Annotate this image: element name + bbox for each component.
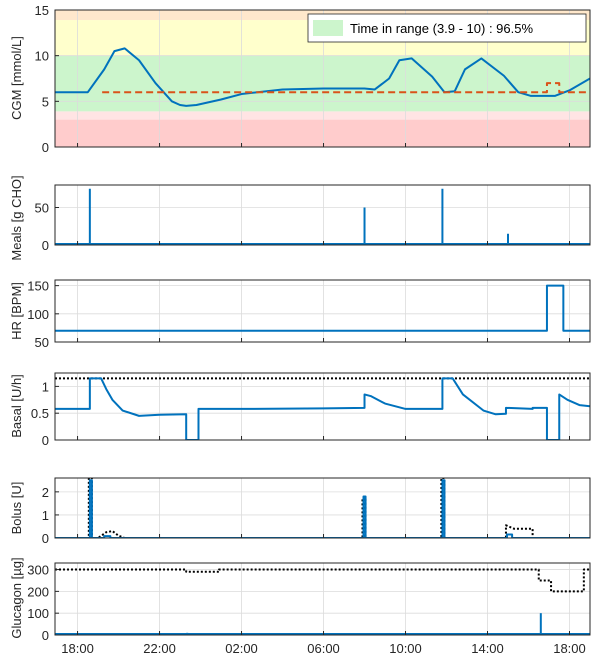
meals-panel: 0 50 Meals [g CHO] [9, 175, 591, 261]
cgm-axes-box [54, 9, 591, 148]
meals-y-label: Meals [g CHO] [9, 175, 24, 260]
x-tick-label-3: 06:00 [307, 641, 340, 656]
cgm-series-0-line [55, 47, 590, 107]
cgm-band-1 [55, 111, 590, 120]
hr-series-0-line [55, 284, 590, 332]
cgm-series [55, 47, 590, 107]
meals-y-tick-label-1: 50 [35, 201, 49, 216]
legend: Time in range (3.9 - 10) : 96.5% [307, 13, 587, 43]
hr-y-tick-label-1: 100 [27, 307, 49, 322]
basal-axes-box [54, 372, 591, 441]
bolus-y-ticks: 0 1 2 [42, 485, 59, 546]
hr-y-tick-label-0: 50 [35, 335, 49, 350]
cgm-y-tick-label-3: 15 [35, 3, 49, 18]
hr-y-label: HR [BPM] [9, 282, 24, 340]
bolus-y-tick-label-0: 0 [42, 531, 49, 546]
meals-y-tick-label-0: 0 [42, 238, 49, 253]
glucagon-panel: 0 100 200 300 18:00 22:00 02:00 06:00 10:00 14:0… [9, 557, 591, 656]
legend-swatch [313, 20, 343, 36]
cgm-y-tick-label-1: 5 [42, 94, 49, 109]
bolus-y-tick-label-2: 2 [42, 485, 49, 500]
glucagon-axes-box [54, 562, 591, 636]
x-tick-label-0: 18:00 [61, 641, 94, 656]
basal-y-tick-label-2: 1 [42, 379, 49, 394]
bolus-y-label: Bolus [U] [9, 482, 24, 535]
bolus-axes-box [54, 477, 591, 539]
hr-series [55, 284, 590, 332]
legend-box [307, 13, 587, 43]
cgm-band-0 [55, 119, 590, 147]
glucagon-series [55, 568, 590, 635]
bolus-series-1-line [55, 479, 590, 538]
cgm-y-ticks: 0 5 10 15 [35, 3, 59, 155]
glucagon-y-tick-label-1: 100 [27, 606, 49, 621]
glucagon-y-tick-label-3: 300 [27, 563, 49, 578]
bolus-x-ticks [77, 534, 571, 538]
hr-y-tick-label-2: 150 [27, 279, 49, 294]
glucagon-y-label: Glucagon [µg] [9, 557, 24, 638]
glucagon-y-tick-label-0: 0 [42, 628, 49, 643]
glucagon-y-tick-label-2: 200 [27, 584, 49, 599]
legend-entry-time-in-range: Time in range (3.9 - 10) : 96.5% [350, 21, 533, 36]
cgm-y-label: CGM [mmol/L] [9, 36, 24, 120]
basal-y-label: Basal [U/h] [9, 374, 24, 438]
hr-axes-box [54, 279, 591, 343]
cgm-y-tick-label-2: 10 [35, 49, 49, 64]
basal-y-tick-label-0: 0 [42, 433, 49, 448]
cgm-series-1-line [102, 82, 590, 94]
basal-series [55, 377, 590, 440]
glucagon-series-0-line [55, 568, 590, 593]
hr-y-ticks: 50 100 150 [27, 279, 59, 350]
meals-series [55, 188, 590, 245]
cgm-y-tick-label-0: 0 [42, 140, 49, 155]
x-tick-labels: 18:00 22:00 02:00 06:00 10:00 14:00 18:00 [61, 641, 586, 656]
basal-series-1-line [55, 377, 590, 440]
cgm-panel: 0 5 10 15 CGM [mmol/L] Time in range (3.9 -… [9, 3, 591, 155]
bolus-series [55, 478, 590, 538]
basal-x-ticks [77, 436, 571, 440]
cgm-x-ticks [77, 143, 571, 147]
meals-x-ticks [77, 241, 571, 245]
cgm-band-2 [55, 55, 590, 112]
basal-y-ticks: 00.51 [31, 379, 59, 448]
x-tick-label-6: 18:00 [553, 641, 586, 656]
x-tick-label-5: 14:00 [471, 641, 504, 656]
basal-panel: 00.51 Basal [U/h] [9, 372, 591, 448]
bolus-panel: 0 1 2 Bolus [U] [9, 477, 591, 546]
x-tick-label-1: 22:00 [143, 641, 176, 656]
hr-x-ticks [77, 338, 571, 342]
basal-y-tick-label-1: 0.5 [31, 406, 49, 421]
meals-y-ticks: 0 50 [35, 201, 59, 253]
meals-axes-box [54, 184, 591, 246]
glucagon-x-ticks [77, 631, 571, 635]
hr-panel: 50 100 150 HR [BPM] [9, 279, 591, 350]
x-tick-label-2: 02:00 [225, 641, 258, 656]
x-tick-label-4: 10:00 [389, 641, 422, 656]
bolus-y-tick-label-1: 1 [42, 508, 49, 523]
glucagon-y-ticks: 0 100 200 300 [27, 563, 59, 643]
